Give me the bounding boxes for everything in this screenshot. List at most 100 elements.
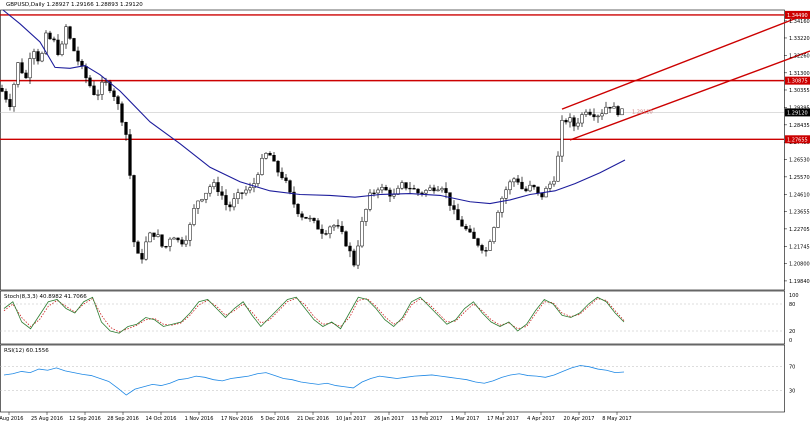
candle-body [368,192,372,210]
candle [300,211,304,221]
candle [128,128,132,180]
candle-body [0,88,4,92]
candle [268,151,272,156]
candle-body [40,53,44,62]
candle [440,186,444,193]
candle [20,58,24,74]
candle-body [480,245,484,251]
main-panel: 1.29120 GBPUSD,Daily 1.28927 1.29166 1.2… [0,2,810,291]
candle-body [128,134,132,176]
x-tick-label: 17 Mar 2017 [487,416,519,422]
candle [280,167,284,180]
y-tick-label-main: 1.22705 [789,227,810,233]
y-tick-label-main: 1.30355 [789,88,810,94]
candle-body [264,153,268,159]
candle [92,81,96,96]
candle-body [348,245,352,252]
candle [48,30,52,40]
candle [204,192,208,204]
candle [604,101,608,115]
candle [100,76,104,100]
candle-body [328,226,332,235]
rsi-line [3,365,625,396]
candle-body [464,226,468,230]
candle-body [156,234,160,237]
candle-body [496,212,500,228]
candle-body [152,232,156,237]
candle [552,176,556,187]
candle [308,215,312,222]
candle-body [12,84,16,108]
candle [444,182,448,199]
candle-body [324,233,328,235]
candle [152,232,156,240]
y-tick-label-main: 1.25570 [789,175,810,181]
candle-body [596,115,600,118]
candle-body [536,186,540,194]
price-box [785,135,810,144]
y-tick-label-rsi: 70 [789,365,795,371]
candle-body [276,160,280,173]
candle [36,48,40,65]
y-tick-label-stoch: 0 [789,338,792,344]
candle-body [144,241,148,260]
candle-body [548,183,552,189]
candle [276,160,280,177]
candle [4,88,8,103]
candle-body [552,180,556,185]
candle [592,108,596,121]
candle-body [452,205,456,210]
candle [388,187,392,203]
candle-body [224,195,228,206]
candle-body [556,155,560,182]
candle [124,121,128,141]
candle [460,215,464,227]
candle [340,221,344,235]
candle-body [604,106,608,115]
candle-body [92,85,96,95]
candle [264,152,268,160]
candle [188,222,192,247]
candle [468,225,472,233]
y-tick-label-main: 1.19840 [789,279,810,285]
candle [364,208,368,226]
candle [432,184,436,194]
candle [476,237,480,248]
candle-body [184,240,188,245]
channel-inner-label: 1.29120 [632,110,653,116]
candle-body [620,108,624,116]
candle [296,203,300,217]
candle [12,82,16,112]
x-tick-label: 17 Nov 2016 [221,416,253,422]
stoch-main-line [3,296,625,334]
candle [516,174,520,185]
candle-body [564,120,568,123]
price-box-label: 1.34490 [787,13,808,19]
candle-body [320,228,324,234]
candle [224,189,228,211]
candle-body [28,58,32,79]
rsi-panel: RSI(12) 60.1556 70 30 [0,344,795,413]
candle-body [164,246,168,248]
candle-body [336,225,340,227]
candle-body [388,189,392,197]
candle-body [504,189,508,199]
candle [480,243,484,254]
candle [240,192,244,200]
candle [500,196,504,218]
candle [160,234,164,249]
candle [384,184,388,191]
candle-body [216,182,220,193]
candle-body [228,204,232,208]
candle [144,236,148,261]
y-tick-label-main: 1.31300 [789,71,810,77]
candle-body [512,178,516,183]
candle [456,203,460,221]
candle-body [404,182,408,189]
candle-body [4,91,8,100]
candle [68,25,72,40]
candle [244,185,248,196]
candle [616,105,620,117]
candle-body [468,228,472,233]
x-tick-label: 8 May 2017 [602,416,631,422]
